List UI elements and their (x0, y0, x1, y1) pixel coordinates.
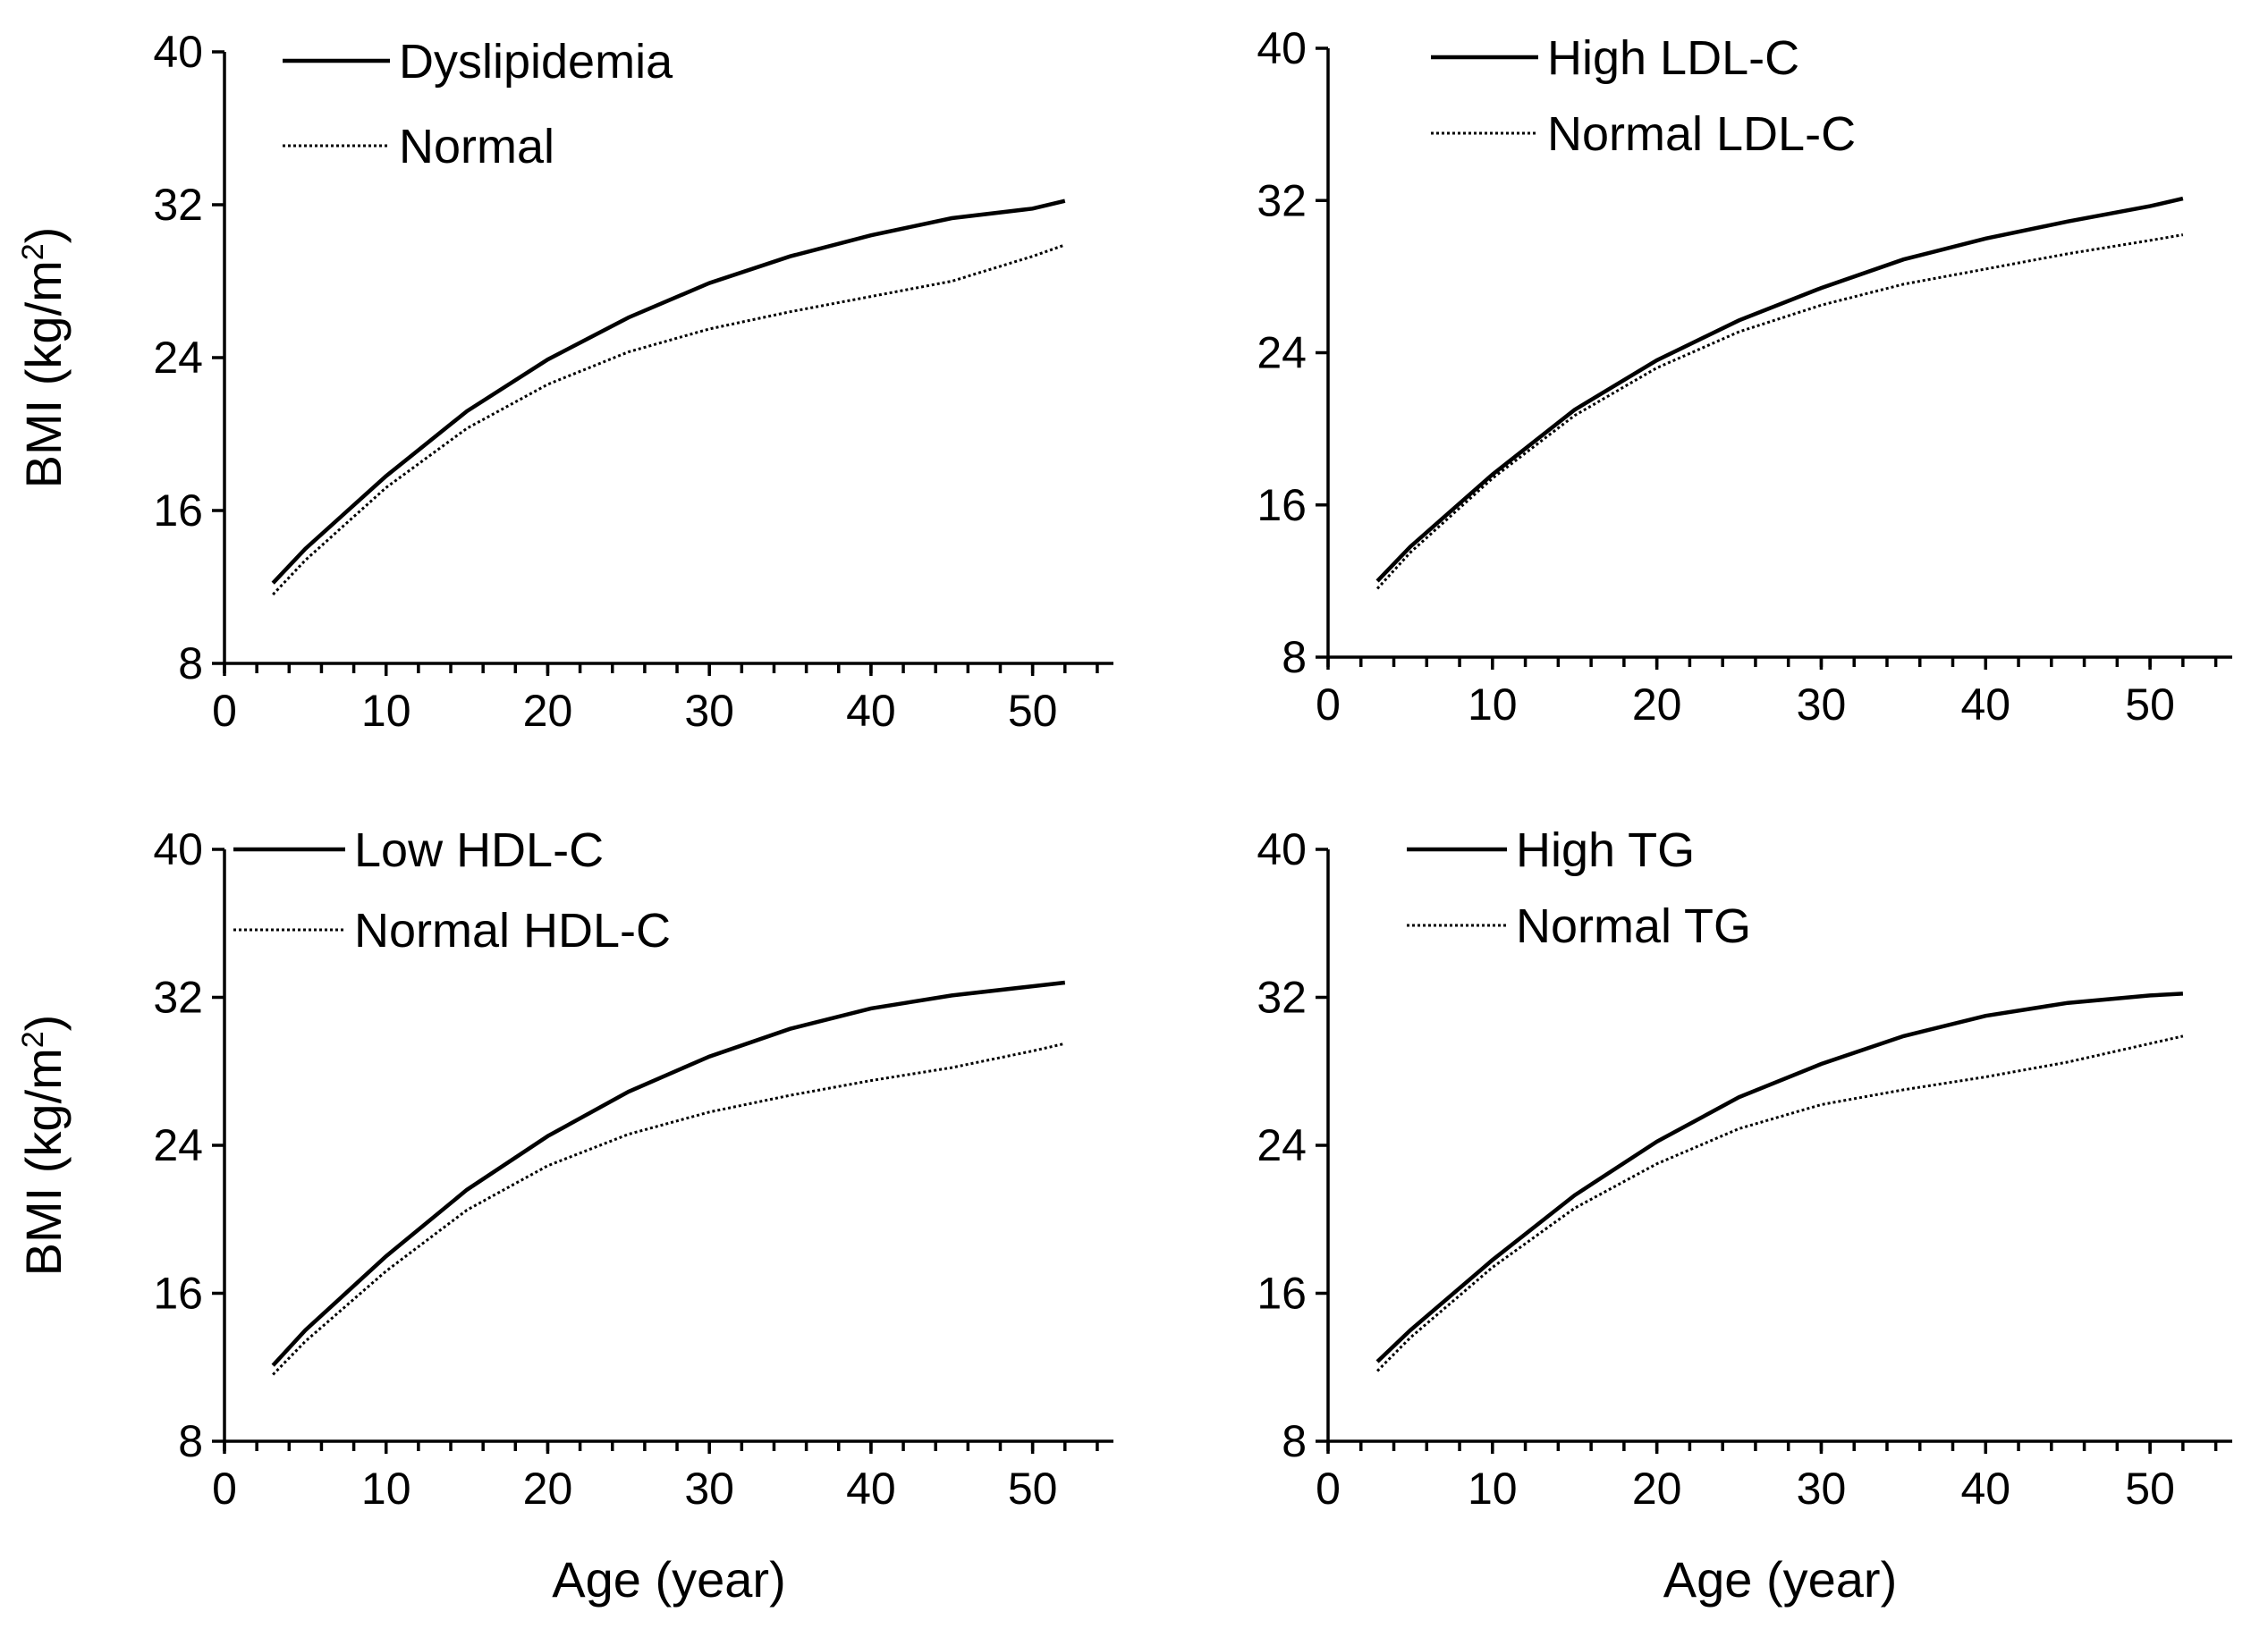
x-tick-label: 10 (1468, 679, 1518, 730)
y-tick-label: 8 (178, 638, 203, 688)
y-tick-label: 32 (1257, 973, 1307, 1023)
legend-label: Normal LDL-C (1547, 107, 1856, 161)
y-tick-label: 32 (1257, 175, 1307, 225)
y-tick-label: 40 (153, 824, 203, 874)
x-tick-label: 50 (2125, 1464, 2175, 1514)
x-tick-label: 40 (846, 1464, 896, 1514)
x-tick-label: 30 (684, 1464, 734, 1514)
x-tick-label: 10 (361, 686, 411, 736)
y-tick-label: 8 (1282, 632, 1307, 682)
x-tick-label: 40 (1960, 679, 2010, 730)
x-tick-label: 20 (523, 686, 573, 736)
x-tick-label: 50 (1008, 686, 1058, 736)
legend-label: High TG (1516, 823, 1695, 877)
series-line-dotted (1376, 1034, 2184, 1372)
legend-label: Normal HDL-C (354, 904, 671, 958)
series-line-dotted (272, 243, 1066, 596)
y-tick-label: 40 (1257, 23, 1307, 73)
y-tick-label: 40 (153, 27, 203, 77)
chart-panel-4: 8 16 24 32 40 0 10 20 30 40 50 Age (year) High TG Nor… (1257, 823, 2232, 1608)
y-tick-label: 24 (153, 333, 203, 383)
x-tick-label: 50 (1008, 1464, 1058, 1514)
series-line-dotted (272, 1042, 1066, 1376)
legend-label: Low HDL-C (354, 823, 604, 877)
chart-panel-2: 8 16 24 32 40 0 10 20 30 40 50 High LDL-C Normal LDL… (1257, 23, 2232, 730)
x-tick-label: 30 (1797, 679, 1847, 730)
x-tick-label: 20 (523, 1464, 573, 1514)
x-tick-label: 10 (361, 1464, 411, 1514)
x-tick-label: 20 (1632, 1464, 1682, 1514)
x-tick-label: 50 (2125, 679, 2175, 730)
y-tick-label: 16 (1257, 480, 1307, 530)
x-tick-label: 10 (1468, 1464, 1518, 1514)
y-axis-label: BMI (kg/m2) (15, 1015, 72, 1277)
x-tick-label: 20 (1632, 679, 1682, 730)
x-axis-label: Age (year) (552, 1551, 785, 1608)
legend-label: Normal TG (1516, 899, 1751, 953)
x-tick-label: 30 (684, 686, 734, 736)
y-tick-label: 16 (153, 1269, 203, 1319)
y-tick-label: 8 (1282, 1416, 1307, 1466)
x-axis-label: Age (year) (1663, 1551, 1897, 1608)
y-tick-label: 24 (1257, 1120, 1307, 1170)
series-line-solid (271, 198, 1066, 585)
y-tick-label: 24 (153, 1120, 203, 1170)
y-tick-label: 16 (1257, 1269, 1307, 1319)
x-tick-label: 0 (1316, 679, 1341, 730)
series-line-solid (1375, 992, 2184, 1363)
x-tick-label: 40 (846, 686, 896, 736)
y-axis-label: BMI (kg/m2) (15, 227, 72, 489)
y-tick-label: 32 (153, 180, 203, 230)
y-tick-label: 40 (1257, 824, 1307, 874)
x-tick-label: 0 (212, 1464, 237, 1514)
chart-panel-1: 8 16 24 32 40 0 10 20 30 40 50 BMI (kg/m2) Dyslipide… (15, 27, 1113, 736)
series-line-solid (271, 980, 1066, 1367)
series-line-dotted (1375, 233, 2184, 590)
x-tick-label: 0 (1316, 1464, 1341, 1514)
y-tick-label: 8 (178, 1416, 203, 1466)
legend-label: High LDL-C (1547, 31, 1799, 85)
legend-label: Dyslipidemia (399, 35, 673, 89)
x-tick-label: 0 (212, 686, 237, 736)
x-tick-label: 30 (1797, 1464, 1847, 1514)
x-tick-label: 40 (1960, 1464, 2010, 1514)
y-tick-label: 24 (1257, 328, 1307, 378)
y-tick-label: 32 (153, 973, 203, 1023)
series-line-solid (1375, 196, 2184, 583)
y-tick-label: 16 (153, 485, 203, 536)
legend-label: Normal (399, 120, 554, 173)
chart-panel-3: 8 16 24 32 40 0 10 20 30 40 50 BMI (kg/m2) Age (year… (15, 823, 1113, 1608)
